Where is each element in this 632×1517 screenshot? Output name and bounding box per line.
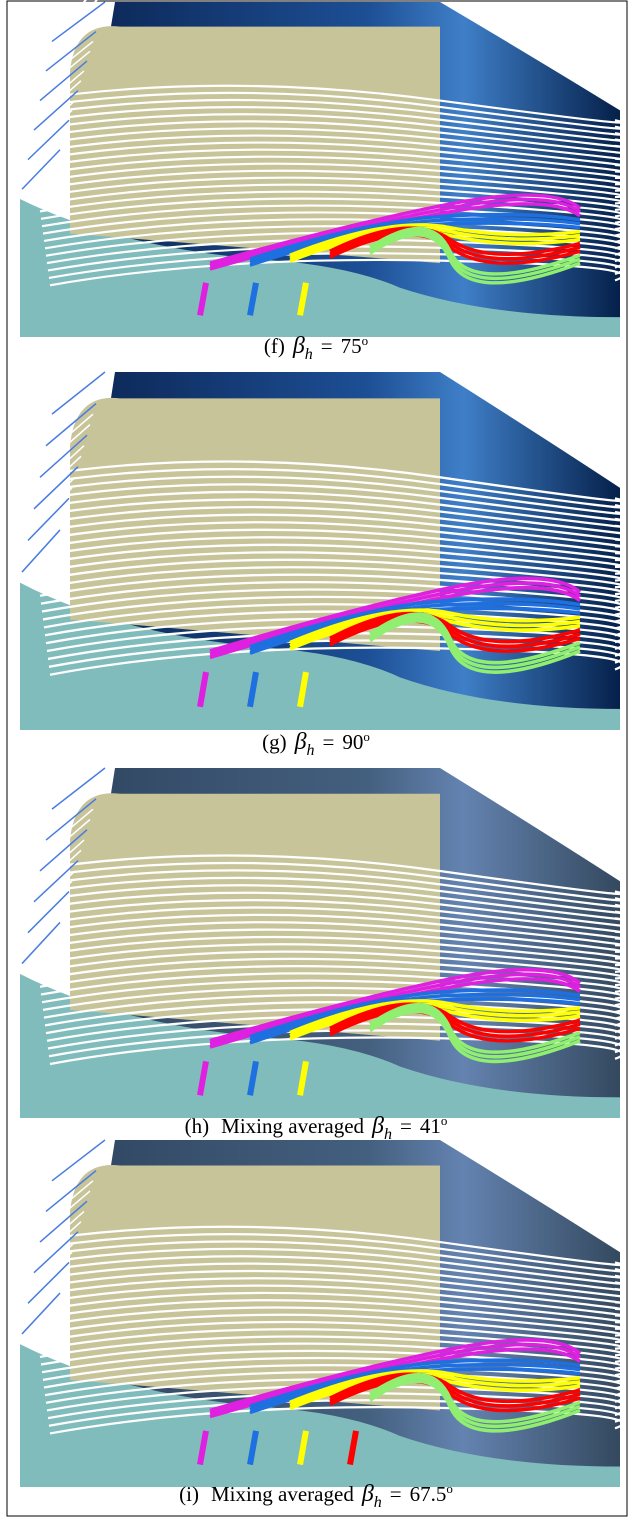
caption-degree: o <box>441 1113 448 1128</box>
hub-below <box>20 709 620 730</box>
caption-value: 90 <box>342 730 363 754</box>
inlet-streak <box>54 0 108 32</box>
caption-subscript: h <box>305 346 313 363</box>
caption-symbol: β <box>371 1113 384 1139</box>
caption-symbol: β <box>292 333 305 359</box>
inlet-streak <box>56 747 111 788</box>
caption-equals: = <box>323 730 335 754</box>
caption-equals: = <box>400 1114 412 1138</box>
inlet-streak <box>56 1120 111 1161</box>
caption: (h)Mixing averagedβh=41o <box>185 1113 448 1143</box>
caption-prefix: Mixing averaged <box>211 1482 354 1506</box>
inlet-streak <box>54 1130 108 1171</box>
panel-image <box>20 351 623 730</box>
panel-image <box>20 1120 623 1487</box>
caption-degree: o <box>362 333 369 348</box>
inlet-streak <box>54 361 108 403</box>
caption-subscript: h <box>307 742 315 759</box>
figure: (f)βh=75o(g)βh=90o(h)Mixing averagedβh=4… <box>0 0 632 1517</box>
inlet-streak <box>54 758 108 799</box>
caption: (g) βh = 90o <box>262 729 370 759</box>
caption-symbol: β <box>294 729 307 755</box>
caption-label: (h) <box>185 1114 210 1138</box>
caption-equals: = <box>390 1482 402 1506</box>
panel-image <box>20 0 623 337</box>
caption-prefix: Mixing averaged <box>221 1114 364 1138</box>
inlet-streak <box>56 351 111 393</box>
caption-degree: o <box>446 1481 453 1496</box>
caption-label: (f) <box>264 334 285 358</box>
caption: (f) βh = 75o <box>264 333 368 363</box>
caption-subscript: h <box>374 1494 382 1511</box>
caption-equals: = <box>321 334 333 358</box>
caption-value: 75 <box>341 334 362 358</box>
caption-label: (i) <box>179 1482 199 1506</box>
caption-symbol: β <box>361 1481 374 1507</box>
caption: (i) Mixing averaged βh = 67.5o <box>179 1481 453 1511</box>
caption-label: (g) <box>262 730 287 754</box>
caption-degree: o <box>363 729 370 744</box>
panel-image <box>20 747 623 1118</box>
caption-value: 67.5 <box>410 1482 447 1506</box>
caption-value: 41 <box>420 1114 441 1138</box>
